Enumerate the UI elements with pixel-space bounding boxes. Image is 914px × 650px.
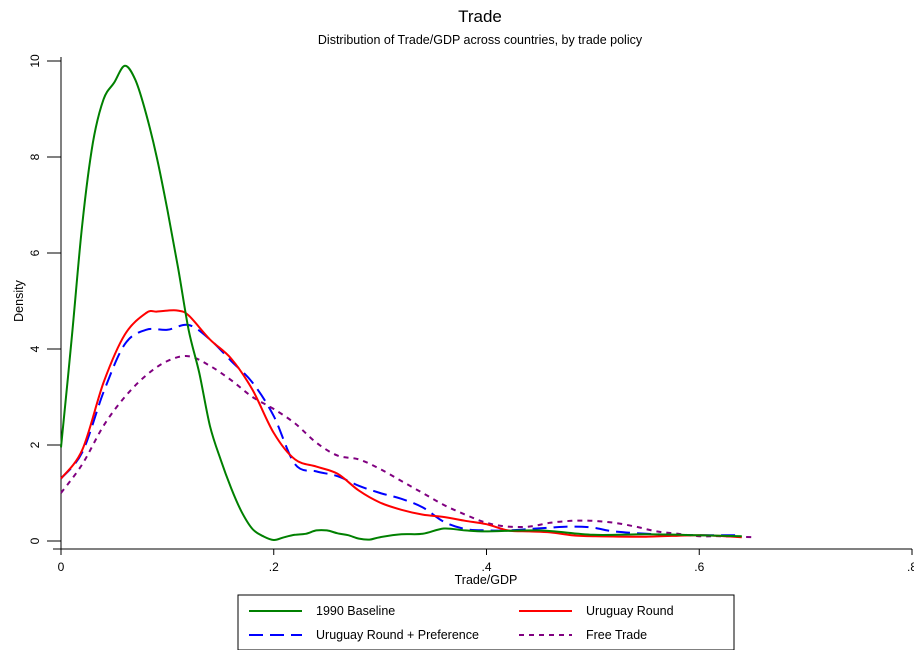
chart-subtitle: Distribution of Trade/GDP across countri… [318,33,643,47]
y-tick-label: 6 [28,249,42,256]
y-tick-label: 2 [28,441,42,448]
legend-label-free-trade: Free Trade [586,628,647,642]
legend-label-1990-baseline: 1990 Baseline [316,604,395,618]
x-tick-label: 0 [58,560,65,574]
series-line-uruguay-round-preference [60,323,742,537]
series-line-free-trade [60,355,753,539]
legend-label-uruguay-round-preference: Uruguay Round + Preference [316,628,479,642]
x-axis-label: Trade/GDP [455,573,518,587]
axes: 0 .2 .4 .6 .8 0 2 4 6 8 10 [28,54,914,574]
series-line-1990-baseline [60,64,742,542]
x-tick-label: .4 [481,560,491,574]
legend-label-uruguay-round: Uruguay Round [586,604,674,618]
legend: 1990 Baseline Uruguay Round Uruguay Round … [237,594,735,650]
y-tick-label: 0 [28,537,42,544]
x-tick-label: .2 [269,560,279,574]
legend-box [237,594,735,650]
x-tick-label: .6 [694,560,704,574]
series-line-uruguay-round [60,309,742,539]
series-layer [60,64,753,542]
y-tick-label: 8 [28,153,42,160]
y-axis-label: Density [12,279,26,321]
y-tick-label: 4 [28,345,42,352]
x-tick-label: .8 [907,560,914,574]
chart-title: Trade [458,7,502,26]
y-tick-label: 10 [28,54,42,68]
